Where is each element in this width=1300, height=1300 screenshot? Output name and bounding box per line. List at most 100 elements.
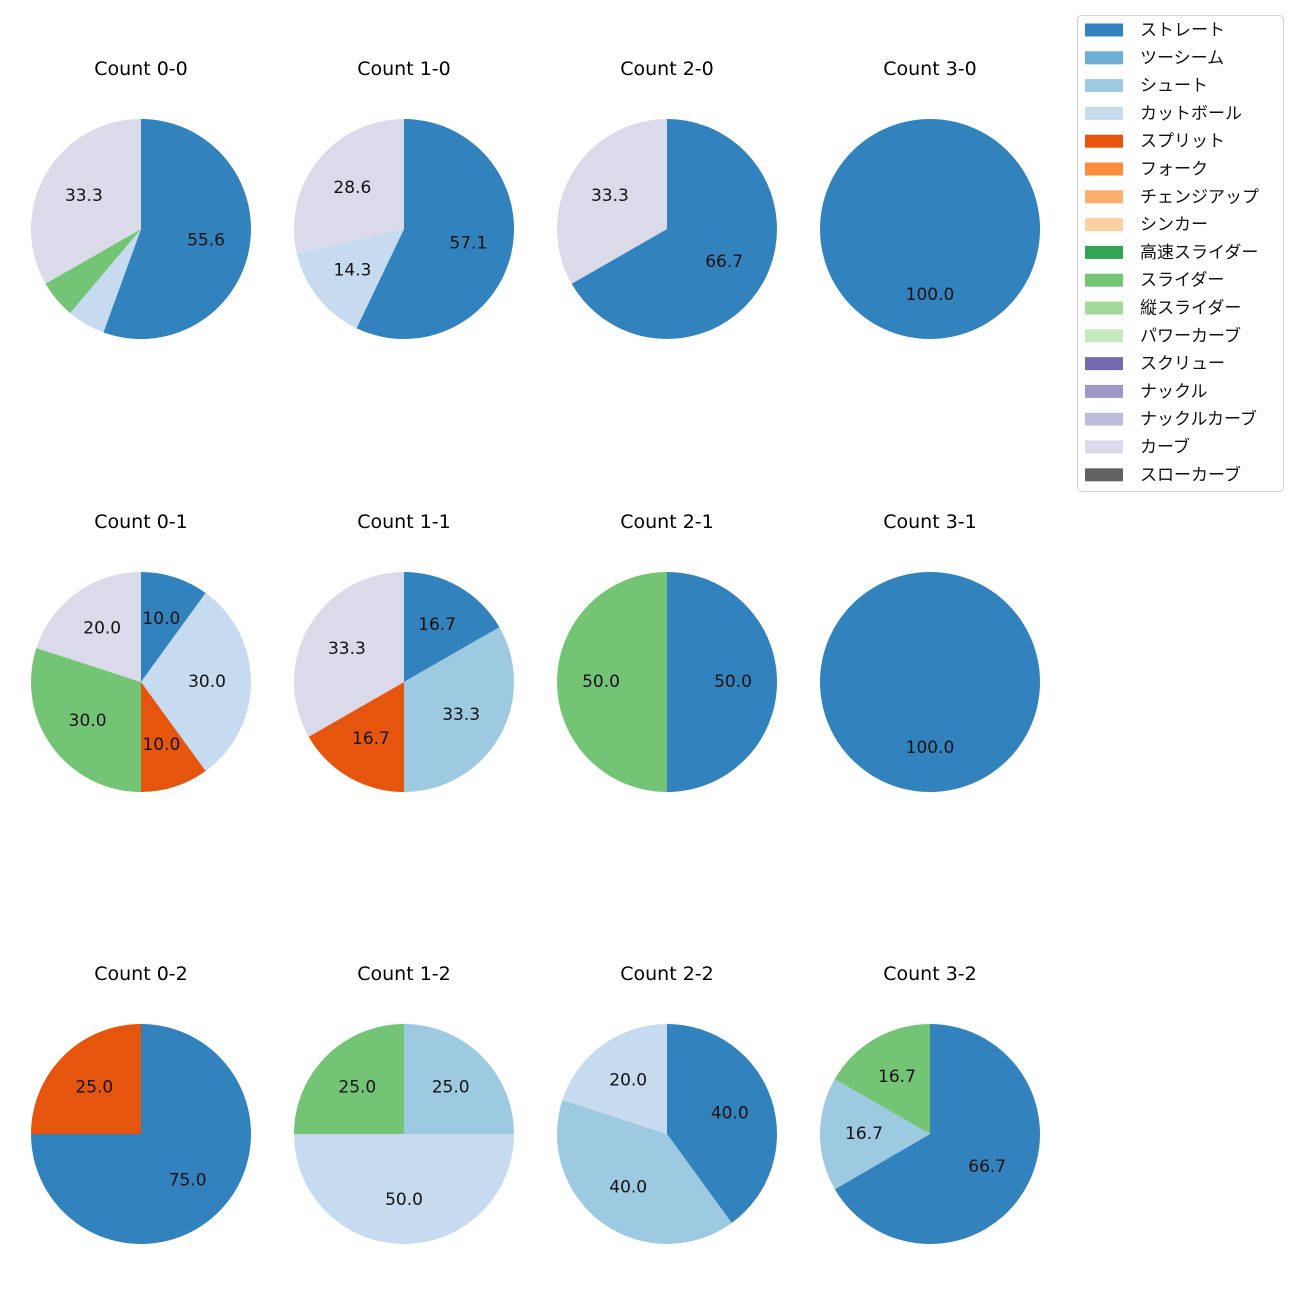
pie-slice	[820, 1079, 930, 1190]
legend-item: 高速スライダー	[1085, 243, 1258, 263]
pie-slice	[556, 119, 667, 284]
legend-swatch	[1085, 162, 1123, 176]
pie-count-3-2: Count 3-2 66.7 16.7 16.7	[820, 963, 1040, 1244]
pie-title: Count 1-0	[357, 58, 451, 80]
legend-label: ストレート	[1140, 21, 1225, 41]
legend-swatch	[1085, 134, 1123, 148]
pie-slice	[294, 1134, 514, 1244]
legend-item: シュート	[1085, 76, 1208, 96]
pie-count-3-0: Count 3-0 100.0	[820, 58, 1040, 339]
pie-slice	[557, 572, 667, 792]
slice-label: 25.0	[432, 1077, 470, 1097]
pie-title: Count 3-0	[883, 58, 977, 80]
legend-label: ナックル	[1140, 382, 1208, 402]
pie-slice	[294, 119, 404, 254]
pie-count-0-2: Count 0-2 75.0 25.0	[31, 963, 251, 1244]
slice-label: 66.7	[968, 1157, 1006, 1177]
pie-slice	[308, 682, 404, 792]
legend-label: スプリット	[1140, 132, 1225, 152]
pie-slice	[571, 119, 777, 339]
slice-label: 33.3	[328, 639, 366, 659]
legend-swatch	[1085, 384, 1123, 398]
pie-slice	[293, 572, 404, 737]
slice-label: 55.6	[187, 230, 225, 250]
legend-swatch	[1085, 23, 1123, 37]
pie-slice	[834, 1023, 930, 1134]
pie-count-2-1: Count 2-1 50.0 50.0	[557, 511, 777, 792]
pie-count-1-0: Count 1-0 57.1 14.3 28.6	[294, 58, 514, 339]
legend-label: ナックルカーブ	[1140, 409, 1257, 430]
legend: ストレートツーシームシュートカットボールスプリットフォークチェンジアップシンカー…	[1077, 15, 1284, 492]
pie-title: Count 2-0	[620, 58, 714, 80]
slice-label: 16.7	[878, 1067, 916, 1087]
slice-label: 20.0	[609, 1071, 647, 1091]
legend-swatch	[1085, 51, 1123, 65]
legend-item: スプリット	[1085, 132, 1225, 152]
pie-title: Count 3-2	[883, 963, 977, 985]
legend-swatch	[1085, 106, 1123, 120]
slice-label: 100.0	[906, 285, 955, 305]
legend-label: ツーシーム	[1140, 48, 1224, 68]
legend-item: ナックル	[1085, 382, 1208, 402]
slice-label: 57.1	[449, 234, 487, 254]
pie-slice	[36, 572, 141, 682]
legend-label: 高速スライダー	[1140, 243, 1258, 263]
slice-label: 14.3	[334, 260, 372, 280]
pie-slice	[141, 572, 206, 682]
pie-slice	[667, 1024, 777, 1223]
slice-label: 33.3	[442, 705, 480, 725]
slice-label: 25.0	[338, 1077, 376, 1097]
pie-title: Count 1-1	[357, 511, 451, 533]
legend-label: カットボール	[1140, 104, 1242, 124]
slice-label: 16.7	[845, 1124, 883, 1144]
pie-slice	[404, 627, 514, 792]
slice-label: 33.3	[591, 186, 629, 206]
pie-slice	[820, 119, 1040, 339]
legend-item: パワーカーブ	[1085, 325, 1241, 346]
pie-count-1-1: Count 1-1 16.7 33.3 16.7 33.3	[293, 511, 514, 792]
pie-slice	[30, 119, 142, 284]
pie-count-1-2: Count 1-2 25.0 50.0 25.0	[294, 963, 514, 1244]
legend-swatch	[1085, 329, 1123, 343]
legend-label: シンカー	[1140, 215, 1208, 235]
pie-title: Count 0-1	[94, 511, 188, 533]
legend-frame	[1077, 15, 1284, 492]
pie-count-0-1: Count 0-1 10.0 30.0 10.0 30.0 20.0	[30, 511, 252, 792]
pie-slice	[667, 572, 777, 792]
legend-label: カーブ	[1140, 437, 1190, 458]
slice-label: 75.0	[169, 1171, 207, 1191]
legend-swatch	[1085, 301, 1123, 315]
pie-slice	[141, 682, 206, 792]
pie-slice	[404, 572, 500, 682]
pie-count-0-0: Count 0-0 55.6 33.3	[30, 58, 251, 339]
pie-title: Count 0-0	[94, 58, 188, 80]
legend-label: シュート	[1140, 76, 1208, 96]
pie-slice	[820, 572, 1040, 792]
pie-slice	[31, 1024, 141, 1134]
legend-item: チェンジアップ	[1085, 187, 1259, 207]
pie-slice	[70, 229, 141, 333]
legend-label: パワーカーブ	[1140, 325, 1241, 346]
pie-slice	[296, 229, 404, 329]
legend-item: フォーク	[1085, 160, 1208, 180]
slice-label: 50.0	[582, 672, 620, 692]
legend-item: カーブ	[1085, 437, 1190, 458]
pie-title: Count 2-1	[620, 511, 714, 533]
slice-label: 25.0	[75, 1077, 113, 1097]
legend-item: スライダー	[1085, 271, 1224, 291]
legend-label: 縦スライダー	[1140, 299, 1241, 319]
legend-item: シンカー	[1085, 215, 1208, 235]
legend-swatch	[1085, 218, 1123, 232]
slice-label: 30.0	[69, 711, 107, 731]
pie-slice	[141, 593, 252, 771]
legend-swatch	[1085, 468, 1123, 482]
slice-label: 10.0	[142, 735, 180, 755]
pie-title: Count 2-2	[620, 963, 714, 985]
pie-slice	[294, 1024, 404, 1134]
legend-swatch	[1085, 440, 1123, 454]
slice-label: 28.6	[333, 178, 371, 198]
pie-title: Count 3-1	[883, 511, 977, 533]
slice-label: 30.0	[188, 672, 226, 692]
pie-slice	[30, 648, 141, 792]
slice-label: 16.7	[352, 729, 390, 749]
